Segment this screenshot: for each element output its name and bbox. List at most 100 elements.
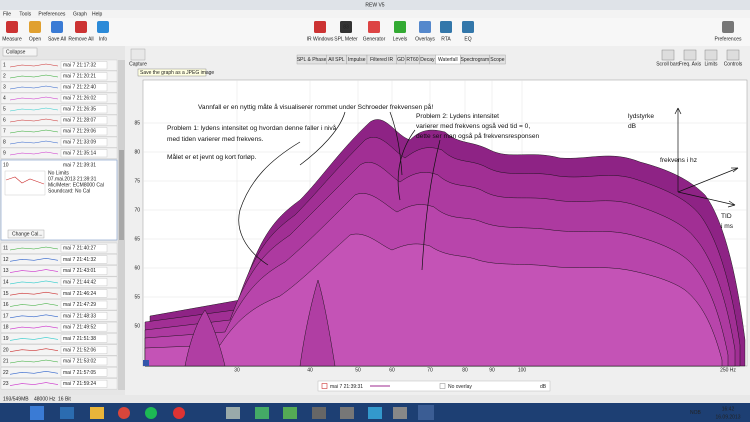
- measurement-row[interactable]: [0, 114, 118, 126]
- measurement-name: mai 7 21:46:24: [63, 291, 96, 297]
- measurement-name-box[interactable]: [60, 289, 108, 298]
- view-button-icon[interactable]: [704, 49, 718, 61]
- app-icon[interactable]: [255, 407, 269, 419]
- measurement-name-box[interactable]: [60, 368, 108, 377]
- measurement-name-box[interactable]: [60, 346, 108, 354]
- toolbar-icon[interactable]: [368, 21, 380, 33]
- measurement-row[interactable]: [0, 355, 118, 367]
- app-icon[interactable]: [173, 407, 185, 419]
- app-icon[interactable]: [226, 407, 240, 419]
- measurement-name-box[interactable]: [60, 105, 108, 114]
- measurement-name-box[interactable]: [60, 61, 108, 70]
- toolbar-icon[interactable]: [394, 21, 406, 33]
- measurement-name-box[interactable]: [60, 138, 108, 147]
- app-icon[interactable]: [340, 407, 354, 419]
- measurement-name-box[interactable]: [60, 379, 108, 388]
- measurement-row[interactable]: [0, 254, 118, 265]
- measurement-name-box[interactable]: [60, 334, 108, 343]
- measurement-name-box[interactable]: [60, 255, 108, 264]
- measurement-row[interactable]: [0, 333, 118, 345]
- toolbar-icon[interactable]: [722, 21, 734, 33]
- start-button[interactable]: [30, 406, 44, 420]
- toolbar-icon[interactable]: [340, 21, 352, 33]
- app-icon[interactable]: [60, 407, 74, 419]
- app-icon[interactable]: [368, 407, 382, 419]
- measurement-name-box[interactable]: [60, 127, 108, 136]
- measurement-row[interactable]: [0, 70, 118, 82]
- capture-button[interactable]: [130, 48, 146, 61]
- measurement-row[interactable]: [0, 288, 118, 299]
- toolbar-icon[interactable]: [462, 21, 474, 33]
- measurement-row[interactable]: [0, 147, 118, 159]
- measurement-row[interactable]: [0, 378, 118, 390]
- measurement-row[interactable]: [0, 321, 118, 333]
- measurement-row[interactable]: [0, 344, 118, 356]
- legend-checkbox[interactable]: [321, 383, 328, 389]
- app-icon[interactable]: [145, 407, 157, 419]
- measurement-name: mai 7 21:47:29: [63, 302, 96, 308]
- change-cal-button[interactable]: [7, 229, 45, 239]
- toolbar-icon[interactable]: [6, 21, 18, 33]
- toolbar-icon[interactable]: [51, 21, 63, 33]
- toolbar-label: Generator: [363, 36, 386, 42]
- annotation-level-axis: lydstyrke: [628, 113, 654, 120]
- annotation-problem1: Problem 1: lydens intensitet og hvordan …: [167, 124, 337, 132]
- measurement-name-box[interactable]: [60, 357, 108, 366]
- measurement-name-box[interactable]: [60, 244, 108, 253]
- taskbar-date: 16.09.2013: [715, 414, 740, 420]
- measurement-row[interactable]: [0, 265, 118, 277]
- scroll-thumb[interactable]: [119, 150, 124, 240]
- measurement-name-box[interactable]: [60, 278, 108, 287]
- x-axis-label: 80: [462, 367, 468, 373]
- app-icon[interactable]: [418, 405, 434, 420]
- toolbar-icon[interactable]: [314, 21, 326, 33]
- toolbar-label: EQ: [464, 36, 471, 42]
- measurement-name-box[interactable]: [60, 116, 108, 125]
- measurement-row[interactable]: [0, 103, 118, 115]
- capture-label: Capture: [129, 61, 147, 67]
- view-button-icon[interactable]: [726, 49, 740, 61]
- app-icon[interactable]: [393, 407, 407, 419]
- view-button-icon[interactable]: [661, 49, 675, 61]
- toolbar-icon[interactable]: [419, 21, 431, 33]
- measurement-name-box[interactable]: [60, 312, 108, 320]
- app-icon[interactable]: [118, 407, 130, 419]
- y-axis-label: 75: [134, 178, 140, 184]
- measurement-name-box[interactable]: [60, 323, 108, 332]
- measurement-name-box[interactable]: [60, 94, 108, 103]
- measurement-row[interactable]: [0, 367, 118, 378]
- measurement-thumbnail: [9, 303, 59, 307]
- measurement-name: mai 7 21:39:31: [63, 162, 96, 168]
- app-icon[interactable]: [90, 407, 104, 419]
- app-icon[interactable]: [283, 407, 297, 419]
- toolbar-label: Preferences: [715, 36, 742, 42]
- measurement-row[interactable]: [0, 136, 118, 148]
- measurement-row[interactable]: [0, 242, 118, 254]
- toolbar-icon[interactable]: [29, 21, 41, 33]
- toolbar-icon[interactable]: [97, 21, 109, 33]
- measurement-row[interactable]: [0, 276, 118, 288]
- measurement-row[interactable]: [0, 310, 118, 322]
- measurement-row[interactable]: [0, 299, 118, 311]
- measurement-name-box[interactable]: [60, 266, 108, 275]
- measurement-row[interactable]: [0, 81, 118, 93]
- measurement-thumbnail: [9, 118, 59, 123]
- collapse-button[interactable]: [2, 47, 38, 57]
- overlay-checkbox[interactable]: [439, 383, 446, 389]
- measurement-row[interactable]: [0, 59, 118, 71]
- measurement-row[interactable]: [0, 92, 118, 104]
- toolbar-icon[interactable]: [75, 21, 87, 33]
- measurement-name-box[interactable]: [60, 72, 108, 81]
- graph-tab[interactable]: [489, 54, 506, 65]
- measurement-name-box[interactable]: [60, 83, 108, 92]
- x-axis-label: 70: [427, 367, 433, 373]
- measurement-row[interactable]: [0, 125, 118, 137]
- measurement-name-box[interactable]: [60, 149, 108, 158]
- measurement-name: mai 7 21:43:01: [63, 268, 96, 274]
- app-icon[interactable]: [312, 407, 326, 419]
- legend-overlay: No overlay: [448, 384, 472, 390]
- toolbar-label: Levels: [393, 36, 408, 42]
- measurement-name-box[interactable]: [60, 300, 108, 309]
- toolbar-icon[interactable]: [440, 21, 452, 33]
- view-button-icon[interactable]: [683, 49, 697, 61]
